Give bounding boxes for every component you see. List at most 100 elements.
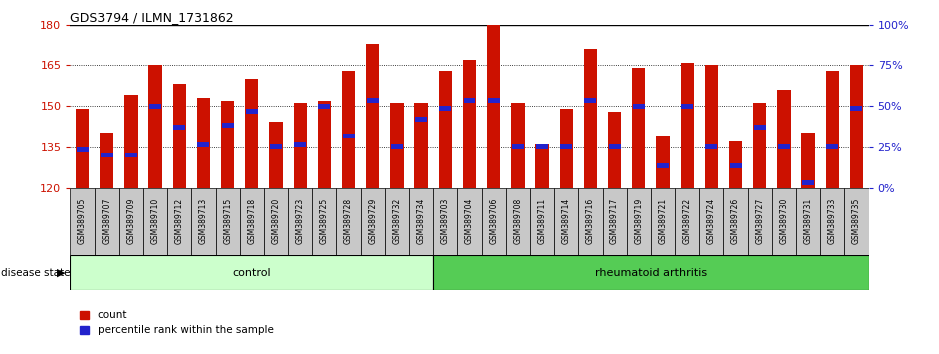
Bar bbox=[367, 98, 378, 103]
Bar bbox=[487, 98, 500, 103]
FancyBboxPatch shape bbox=[651, 188, 675, 255]
Bar bbox=[414, 103, 428, 188]
Text: disease state: disease state bbox=[1, 268, 70, 278]
Text: GSM389721: GSM389721 bbox=[658, 198, 668, 244]
FancyBboxPatch shape bbox=[239, 188, 264, 255]
Bar bbox=[318, 104, 331, 109]
FancyBboxPatch shape bbox=[70, 188, 95, 255]
FancyBboxPatch shape bbox=[119, 188, 143, 255]
Bar bbox=[197, 98, 210, 188]
FancyBboxPatch shape bbox=[409, 188, 433, 255]
Bar bbox=[487, 14, 500, 188]
Bar bbox=[148, 65, 162, 188]
FancyBboxPatch shape bbox=[482, 188, 506, 255]
Text: GSM389707: GSM389707 bbox=[102, 198, 111, 244]
Bar bbox=[825, 71, 839, 188]
FancyBboxPatch shape bbox=[820, 188, 844, 255]
Text: GSM389728: GSM389728 bbox=[344, 198, 353, 244]
FancyBboxPatch shape bbox=[288, 188, 313, 255]
Bar bbox=[730, 164, 742, 169]
FancyBboxPatch shape bbox=[723, 188, 747, 255]
Bar bbox=[608, 144, 621, 149]
Bar bbox=[632, 68, 645, 188]
FancyBboxPatch shape bbox=[70, 255, 433, 290]
Bar bbox=[608, 112, 622, 188]
Bar bbox=[754, 125, 765, 130]
FancyBboxPatch shape bbox=[361, 188, 385, 255]
Text: GSM389714: GSM389714 bbox=[562, 198, 571, 244]
Text: GSM389713: GSM389713 bbox=[199, 198, 208, 244]
Text: GSM389708: GSM389708 bbox=[514, 198, 522, 244]
FancyBboxPatch shape bbox=[747, 188, 772, 255]
Text: GSM389718: GSM389718 bbox=[247, 198, 256, 244]
FancyBboxPatch shape bbox=[336, 188, 361, 255]
Bar bbox=[777, 144, 790, 149]
Text: GSM389710: GSM389710 bbox=[150, 198, 160, 244]
Legend: count, percentile rank within the sample: count, percentile rank within the sample bbox=[76, 306, 278, 339]
Bar bbox=[561, 144, 572, 149]
Text: GSM389716: GSM389716 bbox=[586, 198, 595, 244]
FancyBboxPatch shape bbox=[457, 188, 482, 255]
Bar bbox=[705, 144, 717, 149]
Bar bbox=[560, 109, 573, 188]
Text: rheumatoid arthritis: rheumatoid arthritis bbox=[594, 268, 707, 278]
Bar bbox=[100, 153, 113, 158]
Text: GSM389711: GSM389711 bbox=[537, 198, 546, 244]
Bar bbox=[777, 90, 791, 188]
Text: GSM389703: GSM389703 bbox=[440, 198, 450, 244]
Text: control: control bbox=[233, 268, 271, 278]
Bar bbox=[439, 107, 452, 112]
Text: GSM389726: GSM389726 bbox=[731, 198, 740, 244]
Bar bbox=[463, 60, 476, 188]
Bar bbox=[174, 125, 185, 130]
FancyBboxPatch shape bbox=[554, 188, 578, 255]
Bar bbox=[391, 144, 403, 149]
Text: GSM389723: GSM389723 bbox=[296, 198, 304, 244]
FancyBboxPatch shape bbox=[675, 188, 700, 255]
Bar bbox=[753, 103, 766, 188]
Text: GSM389733: GSM389733 bbox=[828, 198, 837, 244]
FancyBboxPatch shape bbox=[143, 188, 167, 255]
Text: GSM389720: GSM389720 bbox=[271, 198, 281, 244]
FancyBboxPatch shape bbox=[313, 188, 336, 255]
Text: GSM389715: GSM389715 bbox=[223, 198, 232, 244]
Bar bbox=[173, 85, 186, 188]
Bar bbox=[512, 144, 524, 149]
FancyBboxPatch shape bbox=[700, 188, 723, 255]
Text: GSM389705: GSM389705 bbox=[78, 198, 87, 244]
FancyBboxPatch shape bbox=[167, 188, 192, 255]
Bar bbox=[584, 49, 597, 188]
Bar bbox=[681, 104, 693, 109]
Bar bbox=[342, 71, 355, 188]
Bar bbox=[826, 144, 839, 149]
Bar bbox=[535, 144, 548, 188]
FancyBboxPatch shape bbox=[433, 255, 869, 290]
Text: GSM389734: GSM389734 bbox=[417, 198, 425, 244]
Text: GSM389706: GSM389706 bbox=[489, 198, 499, 244]
Bar bbox=[391, 103, 404, 188]
Bar bbox=[633, 104, 645, 109]
Text: GSM389722: GSM389722 bbox=[683, 198, 692, 244]
Bar bbox=[343, 133, 355, 138]
FancyBboxPatch shape bbox=[385, 188, 409, 255]
Bar bbox=[125, 153, 137, 158]
FancyBboxPatch shape bbox=[626, 188, 651, 255]
Text: GSM389735: GSM389735 bbox=[852, 198, 861, 244]
Text: GSM389725: GSM389725 bbox=[320, 198, 329, 244]
Bar bbox=[536, 144, 548, 149]
Text: GSM389730: GSM389730 bbox=[779, 198, 789, 244]
Bar bbox=[76, 109, 89, 188]
Bar bbox=[729, 142, 742, 188]
Bar bbox=[704, 65, 718, 188]
Bar bbox=[415, 117, 427, 122]
Bar bbox=[802, 180, 814, 185]
Bar bbox=[439, 71, 452, 188]
Text: GSM389732: GSM389732 bbox=[393, 198, 402, 244]
Bar bbox=[464, 98, 475, 103]
Bar bbox=[366, 44, 379, 188]
Text: GSM389709: GSM389709 bbox=[127, 198, 135, 244]
Bar bbox=[850, 65, 863, 188]
Bar bbox=[317, 101, 331, 188]
Bar bbox=[294, 142, 306, 147]
FancyBboxPatch shape bbox=[433, 188, 457, 255]
